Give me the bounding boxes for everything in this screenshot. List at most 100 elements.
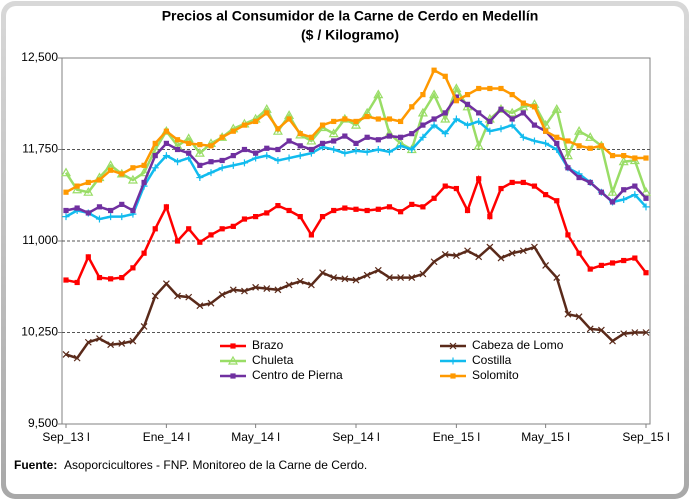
marker [219, 134, 225, 140]
marker [174, 158, 182, 166]
marker [141, 179, 147, 186]
marker [229, 161, 237, 169]
marker [441, 250, 449, 258]
marker [353, 206, 359, 212]
x-tick-label: Ene_15 l [433, 430, 480, 444]
marker [364, 207, 370, 214]
marker [108, 167, 114, 173]
marker [565, 138, 571, 144]
marker [96, 275, 103, 281]
y-tick-label: 12,500 [21, 50, 58, 64]
marker [342, 205, 348, 211]
source-text: Asoporcicultores - FNP. Monitoreo de la … [64, 458, 367, 472]
marker [451, 83, 462, 93]
marker [107, 213, 115, 221]
marker [542, 139, 550, 147]
chart-title: Precios al Consumidor de la Carne de Cer… [162, 8, 539, 24]
marker [531, 104, 538, 110]
marker [420, 122, 426, 128]
marker [408, 146, 416, 153]
marker [253, 150, 259, 156]
y-tick-label: 11,750 [22, 142, 58, 156]
marker [342, 133, 348, 139]
marker [319, 140, 326, 146]
marker [241, 216, 248, 222]
marker [62, 351, 70, 358]
marker [185, 293, 193, 301]
marker [130, 207, 136, 214]
marker [319, 214, 326, 220]
marker [264, 110, 270, 116]
marker [62, 213, 70, 221]
marker [127, 174, 138, 184]
marker [319, 269, 326, 277]
marker [473, 140, 484, 150]
marker [207, 299, 215, 307]
marker [397, 142, 405, 150]
marker [241, 287, 248, 295]
marker [576, 250, 582, 256]
marker [308, 146, 314, 153]
marker [152, 226, 158, 232]
marker [553, 274, 561, 282]
marker [375, 137, 381, 143]
marker [218, 164, 226, 172]
marker [230, 223, 236, 229]
marker [564, 310, 572, 318]
marker [498, 85, 504, 92]
marker [275, 146, 281, 153]
marker [554, 140, 560, 146]
marker [621, 153, 627, 159]
marker [83, 186, 94, 196]
marker [296, 277, 304, 285]
marker [186, 150, 192, 156]
marker [417, 107, 428, 117]
marker [621, 187, 627, 193]
marker [73, 354, 81, 362]
marker [642, 329, 650, 336]
marker [330, 274, 338, 282]
marker [375, 206, 381, 212]
marker [576, 143, 582, 149]
marker [386, 116, 393, 122]
marker [450, 373, 456, 379]
marker [141, 250, 147, 256]
marker [497, 125, 505, 133]
marker [96, 177, 103, 183]
marker [219, 226, 225, 232]
marker [63, 277, 69, 283]
marker [253, 118, 259, 125]
marker [632, 255, 638, 261]
marker [119, 171, 125, 177]
marker [63, 189, 69, 195]
marker [562, 150, 573, 160]
legend-label: Costilla [472, 353, 512, 367]
marker [640, 186, 652, 196]
marker [208, 143, 214, 149]
marker [174, 137, 181, 143]
marker [119, 275, 125, 281]
marker [543, 192, 549, 198]
marker [507, 107, 518, 117]
marker [350, 119, 362, 129]
marker [475, 117, 483, 125]
marker [419, 133, 427, 141]
marker [275, 203, 281, 209]
marker [542, 261, 550, 269]
legend-label: Chuleta [252, 353, 294, 367]
marker [398, 134, 404, 140]
marker [476, 110, 482, 116]
marker [85, 210, 91, 216]
marker [498, 106, 504, 112]
marker [197, 162, 203, 168]
marker [431, 116, 437, 122]
marker [530, 137, 538, 145]
x-tick-label: May_14 l [231, 430, 280, 444]
marker [85, 179, 91, 186]
marker [520, 100, 526, 106]
marker [297, 143, 303, 149]
marker [119, 201, 125, 207]
marker [139, 167, 150, 177]
marker [151, 164, 159, 172]
marker [108, 276, 114, 282]
